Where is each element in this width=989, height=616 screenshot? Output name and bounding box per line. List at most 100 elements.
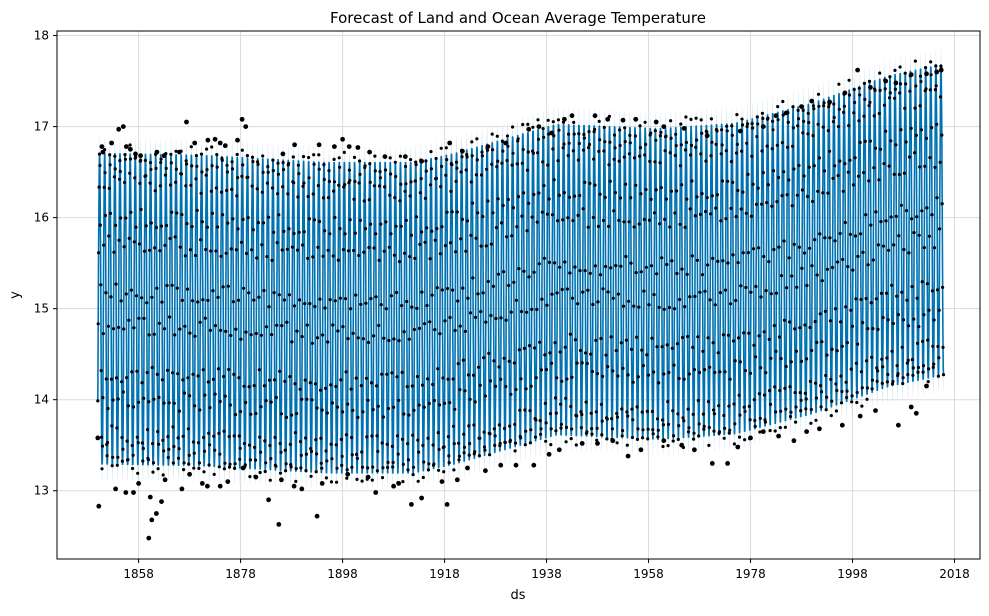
observed-point [668, 225, 672, 229]
observed-point [804, 407, 808, 411]
observed-point [938, 95, 943, 99]
observed-point [940, 133, 944, 137]
observed-point [242, 286, 246, 290]
observed-point [282, 229, 286, 233]
observed-point [142, 249, 147, 253]
observed-point [116, 455, 120, 459]
observed-point [784, 407, 788, 411]
observed-point [803, 323, 807, 327]
observed-point [112, 175, 116, 179]
observed-point [793, 327, 797, 331]
observed-point [507, 283, 511, 288]
observed-point [253, 445, 257, 449]
observed-point [502, 270, 506, 274]
observed-point [555, 376, 559, 380]
observed-point [849, 367, 853, 371]
observed-point [937, 356, 941, 360]
observed-point [137, 400, 141, 404]
observed-point [704, 159, 708, 163]
observed-point [475, 137, 479, 141]
observed-point [743, 409, 747, 413]
observed-point [304, 452, 308, 456]
observed-point [348, 218, 352, 222]
observed-point [115, 426, 119, 430]
observed-point [353, 231, 357, 235]
observed-point [307, 176, 311, 180]
observed-point [537, 262, 541, 266]
observed-point [760, 149, 764, 153]
observed-point [191, 440, 195, 444]
observed-point [134, 294, 139, 298]
observed-point [128, 143, 132, 147]
observed-point [387, 338, 391, 343]
observed-point [590, 427, 594, 431]
observed-point [608, 179, 612, 183]
observed-point [353, 179, 357, 184]
observed-point [304, 436, 308, 440]
observed-point [822, 169, 827, 173]
observed-point [681, 416, 685, 420]
observed-point [99, 369, 103, 373]
observed-point [168, 236, 172, 241]
observed-point [485, 167, 489, 171]
observed-point [350, 465, 354, 469]
observed-point [617, 218, 621, 222]
observed-point [119, 216, 123, 220]
observed-point [167, 447, 171, 451]
observed-point [739, 207, 743, 211]
observed-point [666, 444, 670, 448]
observed-point [859, 370, 864, 374]
observed-point [742, 405, 746, 409]
observed-point [486, 199, 490, 203]
observed-point [785, 193, 789, 197]
observed-point [783, 110, 789, 116]
observed-point [889, 139, 893, 143]
observed-point [694, 116, 698, 120]
observed-point [414, 163, 418, 167]
observed-point [561, 218, 565, 222]
observed-point [273, 435, 277, 439]
observed-point [748, 371, 753, 375]
observed-point [739, 284, 743, 288]
observed-point [632, 156, 637, 160]
observed-point [162, 477, 168, 483]
observed-point [887, 248, 891, 252]
observed-point [712, 412, 717, 416]
observed-point [198, 408, 202, 412]
observed-point [147, 494, 153, 500]
observed-point [799, 409, 803, 413]
observed-point [598, 138, 602, 142]
observed-point [179, 486, 185, 492]
observed-point [637, 305, 641, 309]
observed-point [377, 323, 381, 328]
observed-point [287, 227, 291, 231]
observed-point [643, 153, 647, 157]
observed-point [513, 462, 519, 468]
observed-point [174, 149, 178, 153]
observed-point [555, 291, 559, 295]
observed-point [800, 266, 804, 270]
observed-point [252, 384, 256, 388]
observed-point [573, 265, 577, 269]
observed-point [615, 441, 619, 445]
observed-point [266, 170, 270, 174]
observed-point [428, 257, 432, 261]
observed-point [400, 304, 404, 308]
observed-point [598, 273, 603, 277]
observed-point [676, 437, 680, 441]
observed-point [705, 130, 709, 134]
observed-point [126, 458, 130, 462]
observed-point [187, 471, 193, 477]
observed-point [396, 481, 402, 486]
observed-point [593, 264, 598, 268]
observed-point [563, 260, 567, 264]
observed-point [659, 130, 663, 134]
observed-point [616, 374, 620, 378]
observed-point [783, 386, 787, 390]
observed-point [853, 156, 857, 160]
observed-point [381, 415, 385, 419]
observed-point [894, 143, 898, 147]
observed-point [649, 264, 654, 268]
observed-point [411, 433, 415, 437]
observed-point [423, 322, 427, 326]
